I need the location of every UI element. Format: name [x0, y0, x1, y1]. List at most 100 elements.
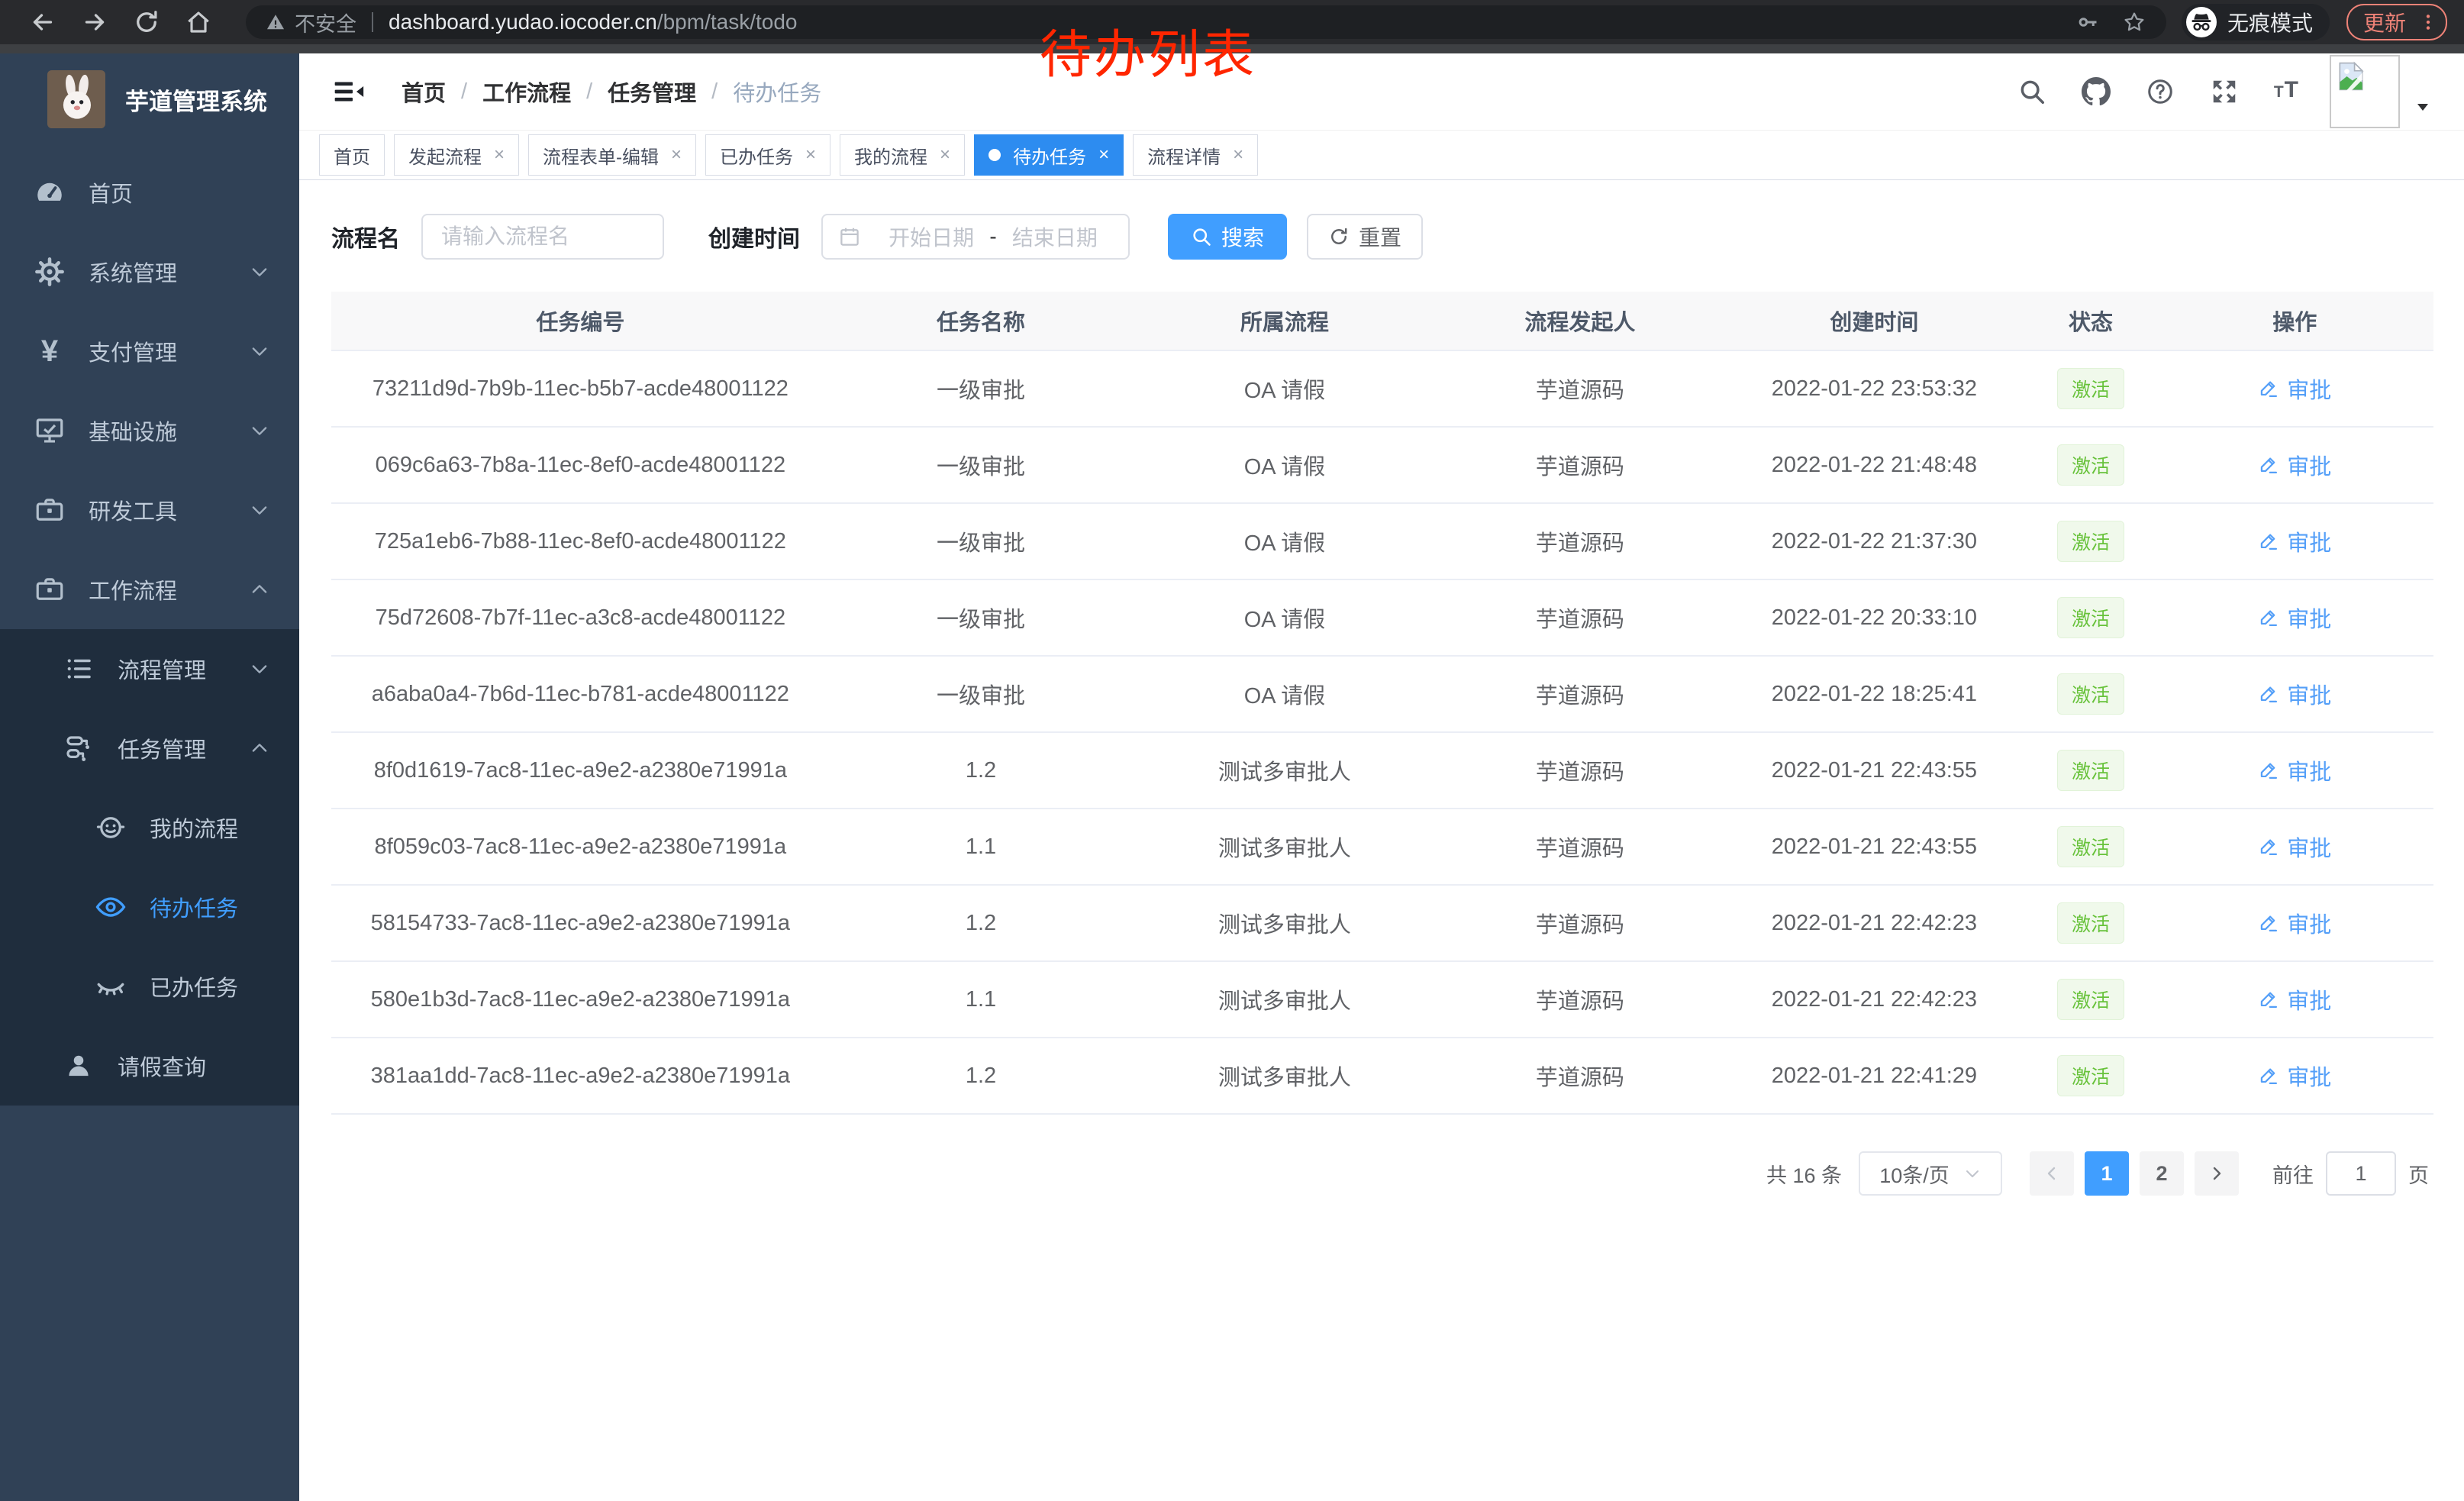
prev-page-button[interactable] — [2030, 1151, 2074, 1196]
status-badge: 激活 — [2057, 444, 2125, 486]
sidebar-item[interactable]: 工作流程 — [0, 550, 299, 629]
approve-link[interactable]: 审批 — [2258, 1060, 2331, 1092]
sidebar: 芋道管理系统 首页 系统管理 ¥ 支付管理 — [0, 53, 299, 1501]
browser-update-button[interactable]: 更新 — [2346, 4, 2447, 40]
close-icon[interactable]: × — [805, 144, 817, 165]
avatar[interactable] — [2330, 55, 2400, 128]
table-row: 069c6a63-7b8a-11ec-8ef0-acde48001122 一级审… — [331, 427, 2433, 504]
sidebar-item[interactable]: 请假查询 — [0, 1026, 299, 1106]
menu-label: 我的流程 — [150, 818, 239, 842]
page-size-select[interactable]: 10条/页 — [1859, 1151, 2002, 1196]
create-time-cell: 2022-01-22 18:25:41 — [1723, 656, 2026, 733]
close-icon[interactable]: × — [940, 144, 951, 165]
sidebar-item[interactable]: 流程管理 — [0, 629, 299, 709]
close-icon[interactable]: × — [671, 144, 682, 165]
breadcrumb-item[interactable]: 待办任务 — [733, 82, 822, 106]
address-bar[interactable]: 不安全 dashboard.yudao.iocoder.cn/bpm/task/… — [246, 5, 2166, 39]
sidebar-item[interactable]: 首页 — [0, 153, 299, 232]
table-row: 381aa1dd-7ac8-11ec-a9e2-a2380e71991a 1.2… — [331, 1038, 2433, 1115]
sidebar-item[interactable]: 我的流程 — [0, 788, 299, 867]
sidebar-item[interactable]: 已办任务 — [0, 947, 299, 1026]
approve-link[interactable]: 审批 — [2258, 831, 2331, 863]
approve-link[interactable]: 审批 — [2258, 754, 2331, 786]
process-name-input[interactable] — [421, 214, 664, 260]
goto-page-input[interactable] — [2326, 1151, 2396, 1196]
tab[interactable]: 首页 — [319, 134, 385, 176]
tab[interactable]: 发起流程 × — [394, 134, 520, 176]
sidebar-item[interactable]: ¥ 支付管理 — [0, 311, 299, 391]
approve-link[interactable]: 审批 — [2258, 525, 2331, 557]
font-size-icon[interactable]: TT — [2273, 77, 2299, 102]
edit-icon — [2258, 989, 2279, 1010]
status-cell: 激活 — [2025, 732, 2156, 809]
fullscreen-icon[interactable] — [2210, 77, 2239, 106]
column-header: 状态 — [2025, 292, 2156, 351]
breadcrumb-item[interactable]: 首页 — [402, 82, 447, 106]
address-divider — [372, 12, 373, 32]
tab[interactable]: 已办任务 × — [705, 134, 831, 176]
browser-reload-icon[interactable] — [133, 8, 160, 36]
sidebar-collapse-icon[interactable] — [331, 76, 366, 107]
page-button[interactable]: 2 — [2140, 1151, 2184, 1196]
chevron-icon — [249, 658, 270, 679]
menu-icon — [63, 732, 95, 764]
status-badge: 激活 — [2057, 902, 2125, 944]
approve-link[interactable]: 审批 — [2258, 373, 2331, 405]
task-name-cell: 一级审批 — [829, 656, 1133, 733]
approve-link[interactable]: 审批 — [2258, 602, 2331, 634]
starter-cell: 芋道源码 — [1437, 503, 1724, 580]
reset-button[interactable]: 重置 — [1307, 214, 1424, 260]
sidebar-item[interactable]: 系统管理 — [0, 232, 299, 311]
bookmark-star-icon[interactable] — [2122, 10, 2146, 34]
date-range-picker[interactable]: 开始日期 - 结束日期 — [821, 214, 1130, 260]
start-date-placeholder: 开始日期 — [889, 226, 975, 250]
search-button[interactable]: 搜索 — [1168, 214, 1288, 260]
status-cell: 激活 — [2025, 350, 2156, 428]
close-icon[interactable]: × — [1098, 144, 1110, 165]
chevron-icon — [249, 341, 270, 362]
breadcrumb-item[interactable]: 工作流程 — [482, 82, 572, 106]
approve-link[interactable]: 审批 — [2258, 678, 2331, 710]
not-secure-icon[interactable] — [266, 12, 285, 32]
close-icon[interactable]: × — [494, 144, 505, 165]
approve-link[interactable]: 审批 — [2258, 907, 2331, 939]
browser-back-icon[interactable] — [29, 8, 56, 36]
tabs-bar: 首页 发起流程 × 流程表单-编辑 × 已办任务 — [299, 131, 2464, 180]
password-key-icon[interactable] — [2076, 11, 2099, 34]
browser-home-icon[interactable] — [185, 8, 212, 36]
breadcrumb-item[interactable]: 任务管理 — [608, 82, 697, 106]
sidebar-item[interactable]: 研发工具 — [0, 470, 299, 550]
next-page-button[interactable] — [2195, 1151, 2239, 1196]
menu-icon — [63, 1050, 95, 1082]
logo-image — [47, 70, 105, 128]
breadcrumb-separator: / — [711, 79, 718, 104]
process-cell: 测试多审批人 — [1132, 732, 1437, 809]
tab[interactable]: 待办任务 × — [974, 134, 1124, 176]
status-cell: 激活 — [2025, 809, 2156, 886]
approve-link[interactable]: 审批 — [2258, 449, 2331, 481]
approve-link[interactable]: 审批 — [2258, 983, 2331, 1015]
close-icon[interactable]: × — [1233, 144, 1244, 165]
tab[interactable]: 我的流程 × — [840, 134, 966, 176]
search-icon[interactable] — [2017, 77, 2046, 106]
task-name-cell: 一级审批 — [829, 503, 1133, 580]
url-text[interactable]: dashboard.yudao.iocoder.cn/bpm/task/todo — [389, 10, 798, 34]
avatar-caret-icon[interactable] — [2414, 98, 2432, 116]
browser-forward-icon[interactable] — [81, 8, 108, 36]
breadcrumb-separator: / — [461, 79, 468, 104]
help-icon[interactable] — [2146, 77, 2175, 106]
tab[interactable]: 流程表单-编辑 × — [528, 134, 697, 176]
browser-menu-icon[interactable] — [2418, 12, 2438, 32]
github-icon[interactable] — [2081, 77, 2111, 106]
table-row: a6aba0a4-7b6d-11ec-b781-acde48001122 一级审… — [331, 656, 2433, 733]
sidebar-item[interactable]: 待办任务 — [0, 867, 299, 947]
page-button[interactable]: 1 — [2085, 1151, 2129, 1196]
tab[interactable]: 流程详情 × — [1133, 134, 1259, 176]
process-cell: 测试多审批人 — [1132, 1038, 1437, 1115]
menu-icon — [34, 494, 66, 526]
sidebar-item[interactable]: 任务管理 — [0, 709, 299, 788]
menu-icon — [95, 812, 127, 844]
top-navbar: 首页 / 工作流程 / 任务管理 / 待办任务 — [299, 53, 2464, 131]
sidebar-item[interactable]: 基础设施 — [0, 391, 299, 470]
